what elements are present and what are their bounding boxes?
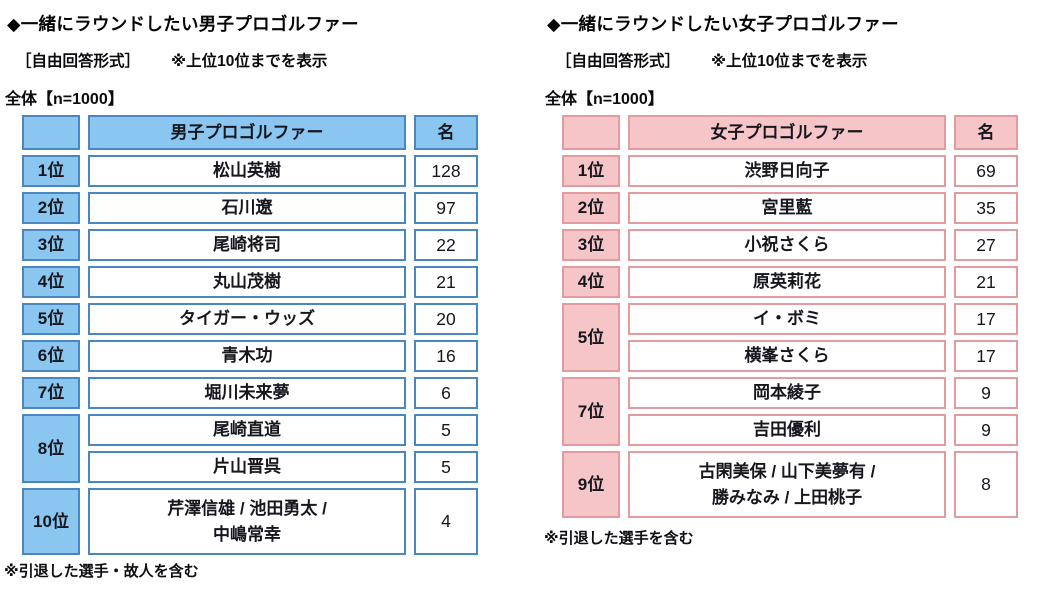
panel-title: ◆一緒にラウンドしたい女子プロゴルファー — [547, 14, 899, 34]
rank-cell: 4位 — [562, 266, 620, 298]
vote-count-cell: 128 — [414, 155, 478, 187]
vote-count-cell: 21 — [954, 266, 1018, 298]
vote-count-cell: 4 — [414, 488, 478, 555]
women-golfer-table: 女子プロゴルファー名 1位 渋野日向子 69 2位 宮里藍 35 3位 小祝さくら 27 4位 原英莉… — [562, 115, 1018, 518]
player-name-cell: 古閑美保 / 山下美夢有 / 勝みなみ / 上田桃子 — [628, 451, 946, 518]
player-name-cell: 岡本綾子 — [628, 377, 946, 409]
count-column-header-cell: 名 — [954, 115, 1018, 150]
top10-display-note: ※上位10位までを表示 — [171, 53, 328, 70]
rank-cell: 6位 — [22, 340, 80, 372]
rank-cell: 4位 — [22, 266, 80, 298]
player-name-cell: 尾崎直道 — [88, 414, 406, 446]
vote-count-cell: 21 — [414, 266, 478, 298]
vote-count-cell: 5 — [414, 414, 478, 446]
rank-cell: 8位 — [22, 414, 80, 483]
rank-cell: 2位 — [562, 192, 620, 224]
player-name-cell: 横峯さくら — [628, 340, 946, 372]
vote-count-cell: 8 — [954, 451, 1018, 518]
vote-count-cell: 6 — [414, 377, 478, 409]
panel-title: ◆一緒にラウンドしたい男子プロゴルファー — [7, 14, 359, 34]
vote-count-cell: 9 — [954, 377, 1018, 409]
player-name-cell: 尾崎将司 — [88, 229, 406, 261]
player-name-cell: 渋野日向子 — [628, 155, 946, 187]
name-column-header-cell: 女子プロゴルファー — [628, 115, 946, 150]
vote-count-cell: 22 — [414, 229, 478, 261]
player-name-cell: 芹澤信雄 / 池田勇太 / 中嶋常幸 — [88, 488, 406, 555]
rank-cell: 9位 — [562, 451, 620, 518]
rank-cell: 7位 — [562, 377, 620, 446]
player-name-cell: 吉田優利 — [628, 414, 946, 446]
player-name-cell: 小祝さくら — [628, 229, 946, 261]
men-ranking-panel: ◆一緒にラウンドしたい男子プロゴルファー ［自由回答形式］ ※上位10位までを表… — [4, 14, 478, 580]
vote-count-cell: 17 — [954, 340, 1018, 372]
count-column-header-cell: 名 — [414, 115, 478, 150]
player-name-cell: 石川遼 — [88, 192, 406, 224]
survey-format-row: ［自由回答形式］ ※上位10位までを表示 — [16, 49, 327, 71]
vote-count-cell: 16 — [414, 340, 478, 372]
rank-cell: 10位 — [22, 488, 80, 555]
vote-count-cell: 20 — [414, 303, 478, 335]
name-column-header-cell: 男子プロゴルファー — [88, 115, 406, 150]
top10-display-note: ※上位10位までを表示 — [711, 53, 868, 70]
survey-format-row: ［自由回答形式］ ※上位10位までを表示 — [556, 49, 867, 71]
vote-count-cell: 9 — [954, 414, 1018, 446]
vote-count-cell: 17 — [954, 303, 1018, 335]
response-format-label: ［自由回答形式］ — [16, 53, 141, 70]
rank-column-header-cell — [22, 115, 80, 150]
rank-cell: 2位 — [22, 192, 80, 224]
vote-count-cell: 27 — [954, 229, 1018, 261]
player-name-cell: 丸山茂樹 — [88, 266, 406, 298]
rank-cell: 1位 — [22, 155, 80, 187]
player-name-cell: 片山晋呉 — [88, 451, 406, 483]
rank-cell: 7位 — [22, 377, 80, 409]
women-ranking-panel: ◆一緒にラウンドしたい女子プロゴルファー ［自由回答形式］ ※上位10位までを表… — [540, 0, 1045, 590]
men-golfer-table: 男子プロゴルファー名 1位 松山英樹 128 2位 石川遼 97 3位 尾崎将司 22 4位 丸山茂樹… — [22, 115, 478, 555]
table-footnote: ※引退した選手を含む — [544, 530, 694, 547]
player-name-cell: 青木功 — [88, 340, 406, 372]
sample-size-label: 全体【n=1000】 — [5, 91, 124, 108]
response-format-label: ［自由回答形式］ — [556, 53, 681, 70]
vote-count-cell: 97 — [414, 192, 478, 224]
table-footnote: ※引退した選手・故人を含む — [4, 563, 199, 580]
vote-count-cell: 5 — [414, 451, 478, 483]
rank-cell: 3位 — [22, 229, 80, 261]
vote-count-cell: 35 — [954, 192, 1018, 224]
player-name-cell: 松山英樹 — [88, 155, 406, 187]
rank-cell: 1位 — [562, 155, 620, 187]
player-name-cell: イ・ボミ — [628, 303, 946, 335]
player-name-cell: 堀川未来夢 — [88, 377, 406, 409]
rank-cell: 3位 — [562, 229, 620, 261]
sample-size-label: 全体【n=1000】 — [545, 91, 664, 108]
rank-column-header-cell — [562, 115, 620, 150]
player-name-cell: タイガー・ウッズ — [88, 303, 406, 335]
player-name-cell: 原英莉花 — [628, 266, 946, 298]
vote-count-cell: 69 — [954, 155, 1018, 187]
rank-cell: 5位 — [562, 303, 620, 372]
player-name-cell: 宮里藍 — [628, 192, 946, 224]
rank-cell: 5位 — [22, 303, 80, 335]
